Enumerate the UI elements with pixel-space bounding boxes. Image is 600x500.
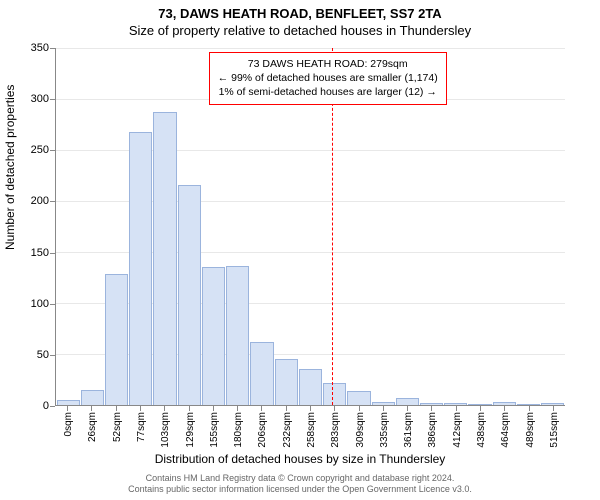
histogram-bar <box>396 398 419 405</box>
y-tick-label: 0 <box>43 400 49 412</box>
x-tick-mark <box>213 406 214 411</box>
x-tick-label: 335sqm <box>379 412 390 448</box>
annotation-line2: ← 99% of detached houses are smaller (1,… <box>218 71 438 85</box>
y-tick-mark <box>50 253 55 254</box>
x-tick-mark <box>553 406 554 411</box>
x-tick-label: 103sqm <box>160 412 171 448</box>
histogram-bar <box>129 132 152 405</box>
histogram-bar <box>372 402 395 405</box>
x-tick-mark <box>431 406 432 411</box>
histogram-bar <box>517 404 540 405</box>
histogram-bar <box>420 403 443 405</box>
y-tick-label: 100 <box>31 298 49 310</box>
y-tick-mark <box>50 355 55 356</box>
annotation-box: 73 DAWS HEATH ROAD: 279sqm ← 99% of deta… <box>209 52 447 105</box>
x-tick-mark <box>456 406 457 411</box>
histogram-bar <box>226 266 249 405</box>
histogram-bar <box>250 342 273 405</box>
x-tick-mark <box>140 406 141 411</box>
x-tick-mark <box>334 406 335 411</box>
y-tick-mark <box>50 304 55 305</box>
histogram-bar <box>493 402 516 405</box>
y-tick-label: 50 <box>37 349 49 361</box>
y-axis-label: Number of detached properties <box>3 85 17 250</box>
x-tick-label: 0sqm <box>63 412 74 436</box>
x-tick-mark <box>67 406 68 411</box>
x-tick-label: 180sqm <box>233 412 244 448</box>
histogram-bar <box>57 400 80 405</box>
y-tick-label: 300 <box>31 93 49 105</box>
histogram-bar <box>105 274 128 405</box>
y-tick-mark <box>50 48 55 49</box>
x-tick-label: 361sqm <box>403 412 414 448</box>
y-tick-mark <box>50 99 55 100</box>
x-tick-mark <box>383 406 384 411</box>
x-tick-label: 129sqm <box>185 412 196 448</box>
histogram-bar <box>81 390 104 405</box>
x-tick-mark <box>480 406 481 411</box>
histogram-bar <box>299 369 322 405</box>
histogram-bar <box>323 383 346 405</box>
x-tick-label: 155sqm <box>209 412 220 448</box>
x-tick-label: 309sqm <box>355 412 366 448</box>
y-tick-label: 350 <box>31 42 49 54</box>
footer-attribution: Contains HM Land Registry data © Crown c… <box>0 473 600 496</box>
x-tick-label: 258sqm <box>306 412 317 448</box>
footer-line2: Contains public sector information licen… <box>0 484 600 496</box>
annotation-line1: 73 DAWS HEATH ROAD: 279sqm <box>218 57 438 71</box>
plot-area: 73 DAWS HEATH ROAD: 279sqm ← 99% of deta… <box>55 48 565 406</box>
y-tick-mark <box>50 406 55 407</box>
chart-title-main: 73, DAWS HEATH ROAD, BENFLEET, SS7 2TA <box>0 6 600 21</box>
x-tick-mark <box>261 406 262 411</box>
histogram-bar <box>347 391 370 405</box>
footer-line1: Contains HM Land Registry data © Crown c… <box>0 473 600 485</box>
x-axis-label: Distribution of detached houses by size … <box>0 452 600 466</box>
x-tick-label: 26sqm <box>87 412 98 442</box>
x-tick-label: 206sqm <box>257 412 268 448</box>
histogram-bar <box>202 267 225 405</box>
x-tick-label: 232sqm <box>282 412 293 448</box>
y-tick-mark <box>50 201 55 202</box>
x-tick-label: 52sqm <box>112 412 123 442</box>
x-tick-mark <box>529 406 530 411</box>
x-tick-label: 515sqm <box>549 412 560 448</box>
x-tick-mark <box>164 406 165 411</box>
x-tick-mark <box>91 406 92 411</box>
histogram-bar <box>468 404 491 405</box>
chart-title-sub: Size of property relative to detached ho… <box>0 23 600 38</box>
x-tick-label: 438sqm <box>476 412 487 448</box>
x-tick-mark <box>286 406 287 411</box>
x-tick-label: 489sqm <box>525 412 536 448</box>
annotation-line3: 1% of semi-detached houses are larger (1… <box>218 85 438 99</box>
x-tick-label: 386sqm <box>427 412 438 448</box>
x-tick-mark <box>116 406 117 411</box>
x-tick-mark <box>504 406 505 411</box>
y-tick-label: 150 <box>31 247 49 259</box>
y-tick-label: 250 <box>31 144 49 156</box>
x-tick-mark <box>407 406 408 411</box>
x-tick-mark <box>237 406 238 411</box>
x-tick-mark <box>189 406 190 411</box>
histogram-bar <box>444 403 467 405</box>
histogram-bar <box>153 112 176 405</box>
x-tick-mark <box>359 406 360 411</box>
x-tick-label: 77sqm <box>136 412 147 442</box>
histogram-bar <box>275 359 298 405</box>
histogram-bar <box>541 403 564 405</box>
chart-area: 73 DAWS HEATH ROAD: 279sqm ← 99% of deta… <box>55 48 565 406</box>
x-tick-label: 464sqm <box>500 412 511 448</box>
x-tick-label: 412sqm <box>452 412 463 448</box>
histogram-bar <box>178 185 201 405</box>
y-tick-mark <box>50 150 55 151</box>
x-tick-label: 283sqm <box>330 412 341 448</box>
x-tick-mark <box>310 406 311 411</box>
y-tick-label: 200 <box>31 195 49 207</box>
